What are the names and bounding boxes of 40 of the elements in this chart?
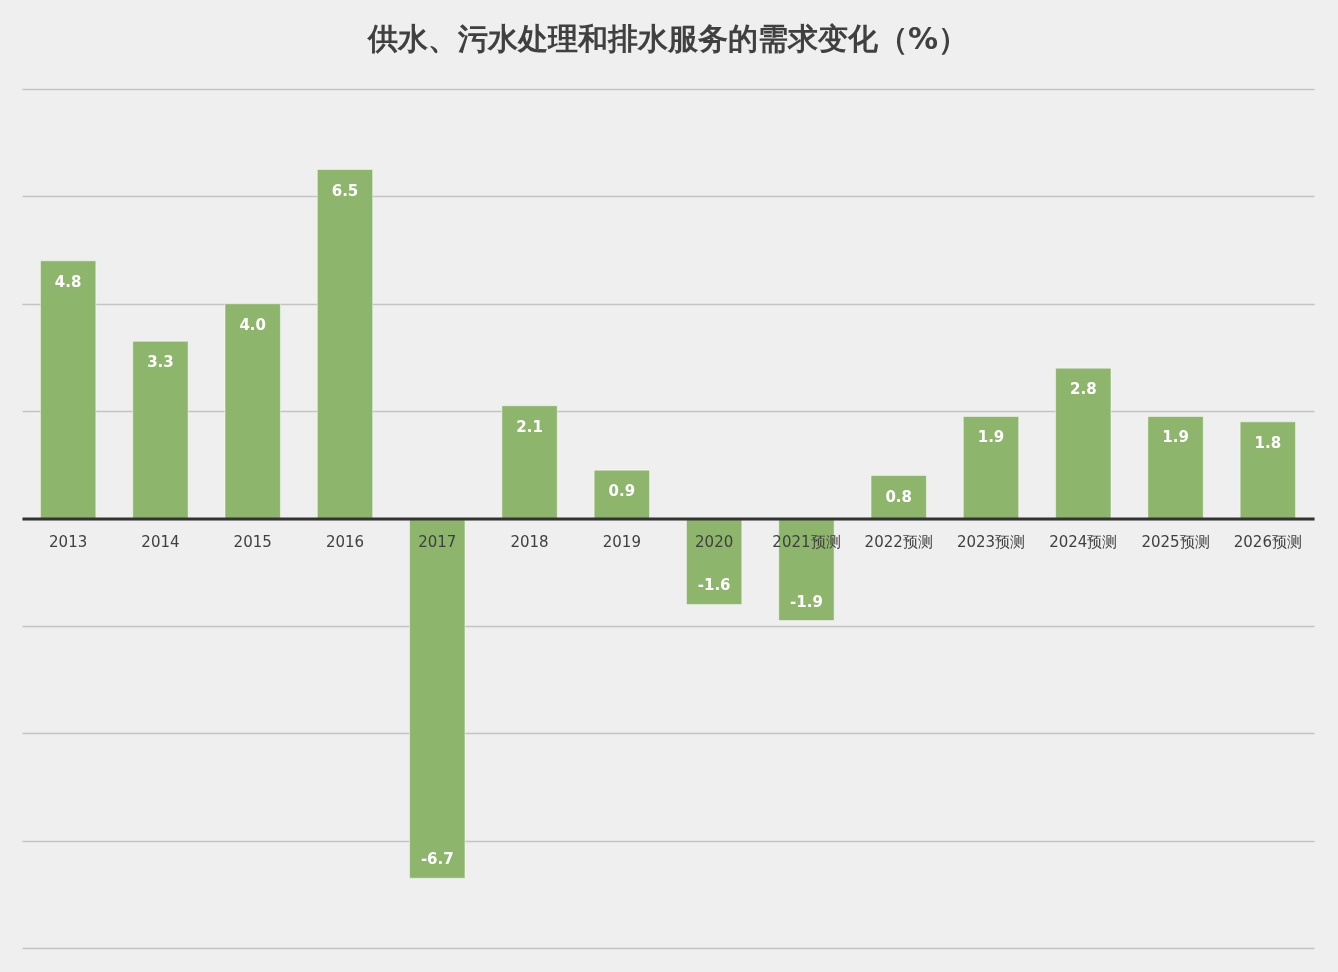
bar (593, 469, 650, 519)
x-tick-label: 2023预测 (956, 533, 1026, 551)
data-label: 1.9 (1162, 428, 1189, 447)
data-label: -1.6 (697, 576, 731, 595)
data-label: 2.8 (1070, 380, 1097, 399)
bar (316, 169, 374, 519)
data-label: 4.0 (239, 315, 266, 334)
x-tick-label: 2024预测 (1049, 533, 1118, 551)
x-tick-label: 2018 (510, 533, 549, 551)
x-tick-label: 2022预测 (864, 533, 933, 551)
bar (224, 303, 281, 519)
x-tick-label: 2025预测 (1141, 533, 1210, 551)
data-label: 0.9 (608, 482, 636, 501)
data-label: -1.9 (790, 592, 823, 611)
data-label: 1.8 (1254, 433, 1282, 452)
data-label: 1.9 (977, 428, 1005, 447)
bar (870, 475, 927, 519)
bar (1239, 421, 1296, 519)
bar (40, 260, 97, 519)
x-tick-label: 2026预测 (1233, 533, 1302, 551)
chart-title: 供水、污水处理和排水服务的需求变化（%） (366, 21, 969, 56)
bar (409, 518, 466, 879)
data-label: 3.3 (147, 353, 174, 372)
x-tick-label: 2013 (49, 533, 88, 551)
x-tick-label: 2016 (325, 533, 365, 551)
x-tick-label: 2020 (695, 533, 734, 551)
x-tick-label: 2015 (233, 533, 272, 551)
data-label: 6.5 (331, 181, 359, 200)
bar (1147, 416, 1204, 519)
data-label: 4.8 (54, 272, 82, 291)
x-tick-label: 2017 (418, 533, 457, 551)
bar (962, 416, 1020, 519)
data-label: 2.1 (516, 417, 543, 436)
bar (1055, 367, 1112, 519)
bar (501, 405, 558, 519)
data-label: 0.8 (885, 487, 912, 506)
data-label: -6.7 (420, 850, 454, 869)
bar (132, 340, 189, 519)
x-tick-label: 2014 (141, 533, 180, 551)
x-tick-label: 2019 (602, 533, 641, 551)
